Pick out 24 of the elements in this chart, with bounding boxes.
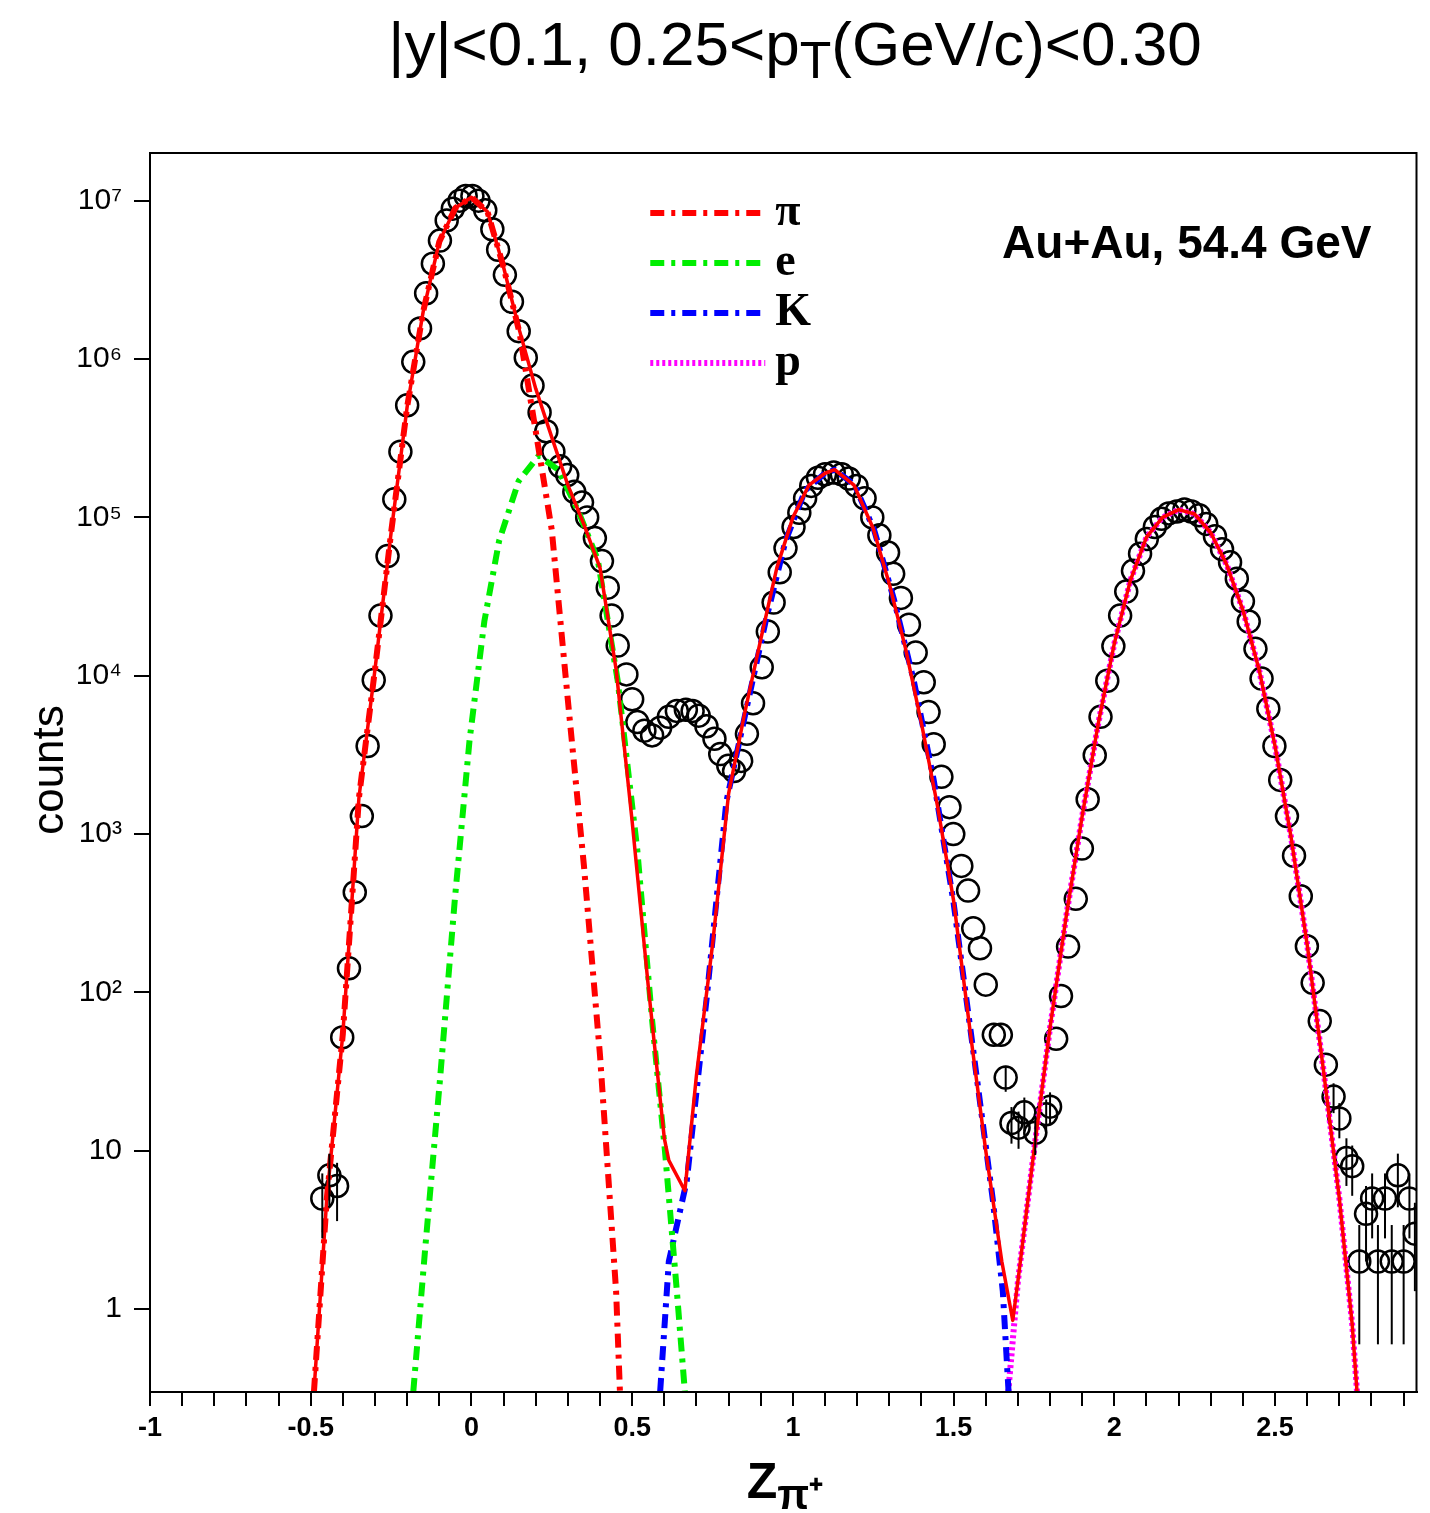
x-tick-label: 2 [1106,1411,1122,1442]
legend-label: e [775,233,796,285]
annotation: Au+Au, 54.4 GeV [1002,215,1372,268]
legend-label: π [775,183,801,235]
y-tick-label: 10³ [78,815,123,849]
y-tick-label: 10⁶ [76,340,122,374]
y-tick-label: 10² [78,973,123,1007]
x-tick-label: 2.5 [1256,1411,1294,1442]
x-tick-label: -0.5 [287,1411,334,1442]
x-tick-label: 1.5 [934,1411,973,1442]
legend-label: K [775,283,812,335]
x-tick-label: 1 [785,1411,801,1442]
legend-label: p [775,333,801,385]
y-tick-label: 10⁴ [75,657,122,691]
y-tick-label: 10⁵ [76,498,122,532]
y-tick-label: 10 [88,1132,122,1166]
x-tick-label: -1 [137,1411,163,1442]
y-tick-label: 1 [105,1290,122,1324]
x-tick-label: 0 [463,1411,479,1442]
x-axis-title: Z$_{π⁺}$ [746,1452,824,1513]
chart-title: |y|<0.1, 0.25<p$_{T}$(GeV/c)<0.30 [388,8,1202,91]
x-tick-label: 0.5 [613,1411,651,1442]
y-tick-label: 10⁷ [77,181,122,215]
y-axis-title: counts [23,705,73,835]
